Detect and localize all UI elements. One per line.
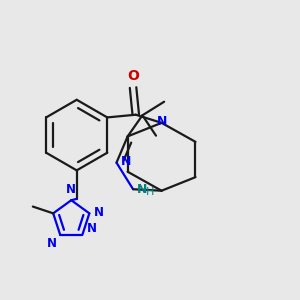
Text: N: N <box>86 222 97 235</box>
Text: N: N <box>93 206 103 219</box>
Text: N: N <box>121 155 131 169</box>
Text: N: N <box>47 237 57 250</box>
Text: O: O <box>127 69 139 83</box>
Text: H: H <box>146 187 154 197</box>
Text: N: N <box>66 183 76 196</box>
Text: N: N <box>157 115 167 128</box>
Text: N: N <box>137 183 148 196</box>
